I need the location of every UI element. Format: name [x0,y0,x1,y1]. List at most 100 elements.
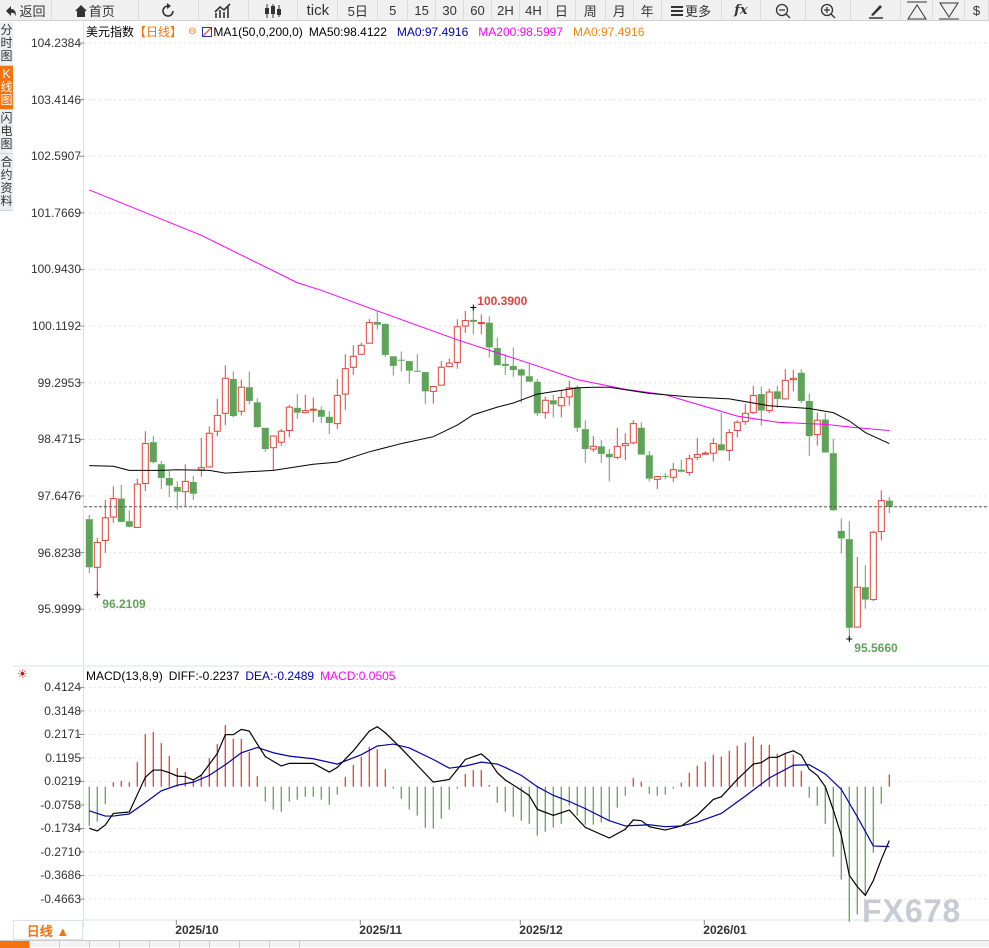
candle-body [877,500,885,533]
toolbar-button-triangle-up[interactable] [901,0,934,21]
zoom-out-icon [775,3,791,19]
toolbar-button-bar-chart[interactable] [199,0,249,21]
candle-body [285,406,293,432]
candle [517,368,525,404]
toolbar-button-15[interactable]: 15 [408,0,437,21]
bottom-tab[interactable] [60,941,90,948]
candle-body [117,498,125,522]
toolbar-button-周[interactable]: 周 [576,0,606,21]
candle-body [317,409,325,417]
price-axis-label: 102.5907 [30,149,81,164]
toolbar-button-2H[interactable]: 2H [492,0,520,21]
bottom-tab[interactable] [120,941,150,948]
candle [565,381,573,406]
candle [237,379,245,416]
toolbar-button-candlestick[interactable] [249,0,299,21]
candle [717,412,725,451]
macd-settings-icon[interactable]: ☀ [17,667,28,681]
toolbar-button-tick[interactable]: tick [298,0,339,21]
candle [573,385,581,432]
toolbar-button-首页[interactable]: 首页 [52,0,139,21]
candle [93,537,101,595]
candle [213,398,221,437]
candle [877,490,885,541]
bottom-tab[interactable] [210,941,240,948]
view-tab-2[interactable]: 闪电图 [0,110,13,154]
candle [629,420,637,445]
macd-value: MACD:0.0505 [320,669,396,683]
candle-body [349,355,357,368]
candle [157,460,165,489]
bottom-tab[interactable] [180,941,210,948]
candle-body [237,386,245,412]
period-label[interactable]: 【日线】 [134,25,183,39]
candle [501,354,509,375]
indicator-name[interactable]: MA1(50,0,200,0) [213,24,303,39]
toolbar-button-返回[interactable]: 返回 [0,0,52,21]
toolbar-label: 周 [583,4,597,19]
candle [581,420,589,463]
candle [637,422,645,455]
candle-body [485,322,493,348]
candle-body [261,427,269,450]
candle-body [405,361,413,371]
candle [853,556,861,628]
extreme-marker [846,636,853,643]
price-axis-label: 104.2384 [30,36,81,50]
toolbar-button-日[interactable]: 日 [548,0,576,21]
candle-body [845,539,853,628]
price-annotation: 95.5660 [854,641,898,656]
candle [413,354,421,373]
period-selector-button[interactable]: 日线 ▲ [13,920,83,940]
bottom-tab[interactable] [270,941,300,948]
toolbar-button-zoom-in[interactable] [806,0,852,21]
candle [349,345,357,375]
candle [221,365,229,426]
price-annotation: 100.3900 [477,294,528,309]
candle-body [445,362,453,368]
candle [277,429,285,446]
view-tab-3[interactable]: 合约资料 [0,154,13,211]
candle-body [837,530,845,539]
toolbar-button-60[interactable]: 60 [464,0,492,21]
view-tab-1[interactable]: K线图 [0,66,13,110]
bottom-tab[interactable] [0,941,30,948]
toolbar-button-30[interactable]: 30 [436,0,465,21]
indicator-icon[interactable] [202,26,213,37]
macd-name[interactable]: MACD(13,8,9) [86,669,163,683]
bottom-tab[interactable] [150,941,180,948]
candle [557,389,565,418]
settings-icon[interactable]: ⊖ [188,26,197,37]
toolbar-button-pen[interactable] [851,0,902,21]
toolbar-button-5日[interactable]: 5日 [338,0,379,21]
price-axis-label: 95.9999 [37,602,81,617]
candle-body [829,453,837,511]
candle [325,411,333,434]
toolbar-button-triangle-down[interactable] [933,0,966,21]
toolbar-button-更多[interactable]: 更多 [662,0,722,21]
toolbar-label: $ [972,3,981,18]
candle [605,449,613,482]
toolbar-button-年[interactable]: 年 [634,0,662,21]
toolbar-button-fx[interactable]: fx [722,0,762,21]
bottom-tab[interactable] [90,941,120,948]
candle [341,354,349,410]
candle-body [661,475,669,477]
toolbar-button-5[interactable]: 5 [378,0,409,21]
toolbar-button-zoom-out[interactable] [761,0,807,21]
toolbar-button-4H[interactable]: 4H [520,0,548,21]
toolbar-button-月[interactable]: 月 [606,0,634,21]
ma0-value-2: MA0:97.4916 [573,24,645,39]
view-tab-0[interactable]: 分时图 [0,22,13,66]
candle [869,530,877,601]
candle [469,307,477,335]
bottom-tab[interactable] [30,941,60,948]
candle-body [885,500,893,507]
toolbar-button-$[interactable]: $ [965,0,989,21]
candle [533,378,541,417]
bottom-tab[interactable] [240,941,270,948]
candle [373,310,381,330]
macd-axis-label: -0.1734 [40,821,81,836]
toolbar-button-refresh[interactable] [139,0,199,21]
candle-body [205,432,213,468]
